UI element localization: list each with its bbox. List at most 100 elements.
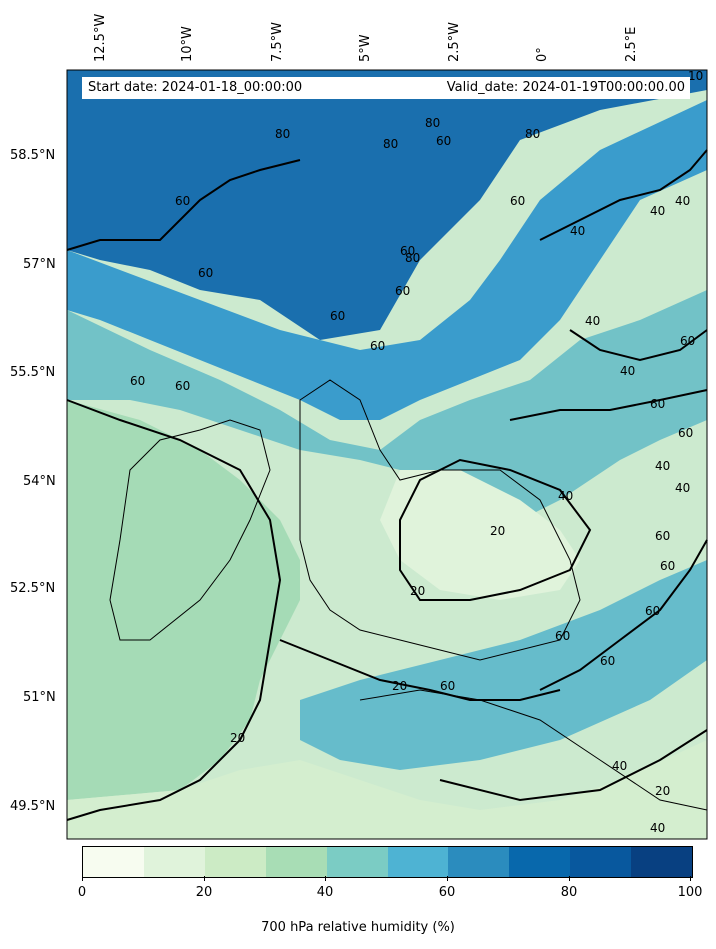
colorbar-swatch [387, 847, 449, 877]
colorbar-tick-mark [447, 876, 448, 881]
contour-label: 20 [230, 731, 245, 745]
lon-label: 5°W [358, 34, 373, 62]
lon-label: 2.5°E [624, 26, 639, 62]
contour-line [509, 389, 708, 421]
start-date-text: Start date: 2024-01-18_00:00:00 [88, 80, 303, 95]
contour-label: 60 [400, 244, 415, 258]
contour-line [66, 399, 282, 821]
contour-label: 40 [612, 759, 627, 773]
valid-date-text: Valid_date: 2024-01-19T00:00:00.00 [446, 80, 685, 95]
contour-label: 40 [620, 364, 635, 378]
colorbar [82, 846, 693, 878]
contour-label: 60 [330, 309, 345, 323]
contour-label: 60 [440, 679, 455, 693]
contour-label: 80 [425, 116, 440, 130]
contour-label: 20 [392, 679, 407, 693]
contour-line [279, 639, 561, 701]
contour-label: 40 [558, 489, 573, 503]
contour-label: 40 [655, 459, 670, 473]
contour-label: 60 [436, 134, 451, 148]
contour-label: 60 [645, 604, 660, 618]
humidity-field-high-north [67, 70, 707, 340]
contour-label: 60 [660, 559, 675, 573]
colorbar-tick-label: 20 [195, 885, 213, 900]
contour-label: 80 [405, 251, 420, 265]
contour-label: 80 [383, 137, 398, 151]
colorbar-swatch [631, 847, 693, 877]
colorbar-label: 700 hPa relative humidity (%) [261, 920, 455, 935]
colorbar-tick-mark [325, 876, 326, 881]
lat-label: 52.5°N [10, 581, 56, 596]
colorbar-swatch [509, 847, 571, 877]
contour-label: 80 [275, 127, 290, 141]
humidity-field-west [67, 100, 707, 420]
contour-label: 60 [678, 426, 693, 440]
contour-label: 60 [650, 397, 665, 411]
contour-label: 20 [490, 524, 505, 538]
contour-label: 80 [525, 127, 540, 141]
contour-label: 60 [175, 379, 190, 393]
lat-label: 51°N [23, 690, 56, 705]
contour-label: 20 [655, 784, 670, 798]
contour-label: 60 [510, 194, 525, 208]
date-info-box: Start date: 2024-01-18_00:00:00 Valid_da… [82, 77, 690, 99]
lat-label: 49.5°N [10, 799, 56, 814]
lon-label: 0° [535, 47, 550, 62]
contour-label: 60 [395, 284, 410, 298]
colorbar-swatch [143, 847, 205, 877]
contour-label: 40 [675, 481, 690, 495]
contour-label: 60 [555, 629, 570, 643]
colorbar-swatch [83, 847, 144, 877]
contour-label: 20 [410, 584, 425, 598]
colorbar-swatch [265, 847, 327, 877]
contour-label: 40 [675, 194, 690, 208]
lat-label: 55.5°N [10, 365, 56, 380]
lat-label: 54°N [23, 474, 56, 489]
lat-label: 57°N [23, 257, 56, 272]
contour-label: 60 [680, 334, 695, 348]
coastline [109, 419, 271, 641]
contour-line [439, 729, 708, 802]
contour-line [399, 458, 592, 601]
coastline [299, 379, 581, 661]
contour-label: 60 [600, 654, 615, 668]
humidity-field-dry [380, 470, 580, 600]
contour-label: 40 [570, 224, 585, 238]
contour-label: 60 [175, 194, 190, 208]
colorbar-tick-label: 0 [77, 885, 87, 900]
contour-label: 40 [650, 204, 665, 218]
humidity-field-mid [67, 290, 707, 520]
humidity-field-southeast [300, 560, 707, 770]
contour-line [569, 329, 708, 362]
colorbar-tick-label: 40 [316, 885, 334, 900]
contour-label: 60 [655, 529, 670, 543]
contour-label: 40 [585, 314, 600, 328]
coastline [359, 689, 708, 811]
colorbar-tick-label: 100 [677, 885, 703, 900]
colorbar-tick-label: 80 [560, 885, 578, 900]
colorbar-tick-mark [569, 876, 570, 881]
lon-label: 2.5°W [447, 21, 462, 62]
colorbar-tick-mark [82, 876, 83, 881]
contour-label: 60 [130, 374, 145, 388]
contour-label: 40 [650, 821, 665, 835]
contour-label: 60 [370, 339, 385, 353]
contour-line [539, 149, 708, 241]
colorbar-tick-label: 60 [438, 885, 456, 900]
colorbar-swatch [204, 847, 266, 877]
contour-label: 60 [198, 266, 213, 280]
contour-label: 10 [688, 69, 703, 83]
colorbar-tick-mark [204, 876, 205, 881]
humidity-field-sw [67, 740, 707, 839]
colorbar-swatch [570, 847, 632, 877]
lon-label: 7.5°W [270, 21, 285, 62]
colorbar-tick-mark [690, 876, 691, 881]
lon-label: 12.5°W [93, 13, 108, 62]
contour-line [539, 539, 708, 691]
colorbar-swatch [448, 847, 510, 877]
contour-line [66, 159, 301, 251]
lat-label: 58.5°N [10, 148, 56, 163]
colorbar-swatch [326, 847, 388, 877]
lon-label: 10°W [180, 26, 195, 62]
